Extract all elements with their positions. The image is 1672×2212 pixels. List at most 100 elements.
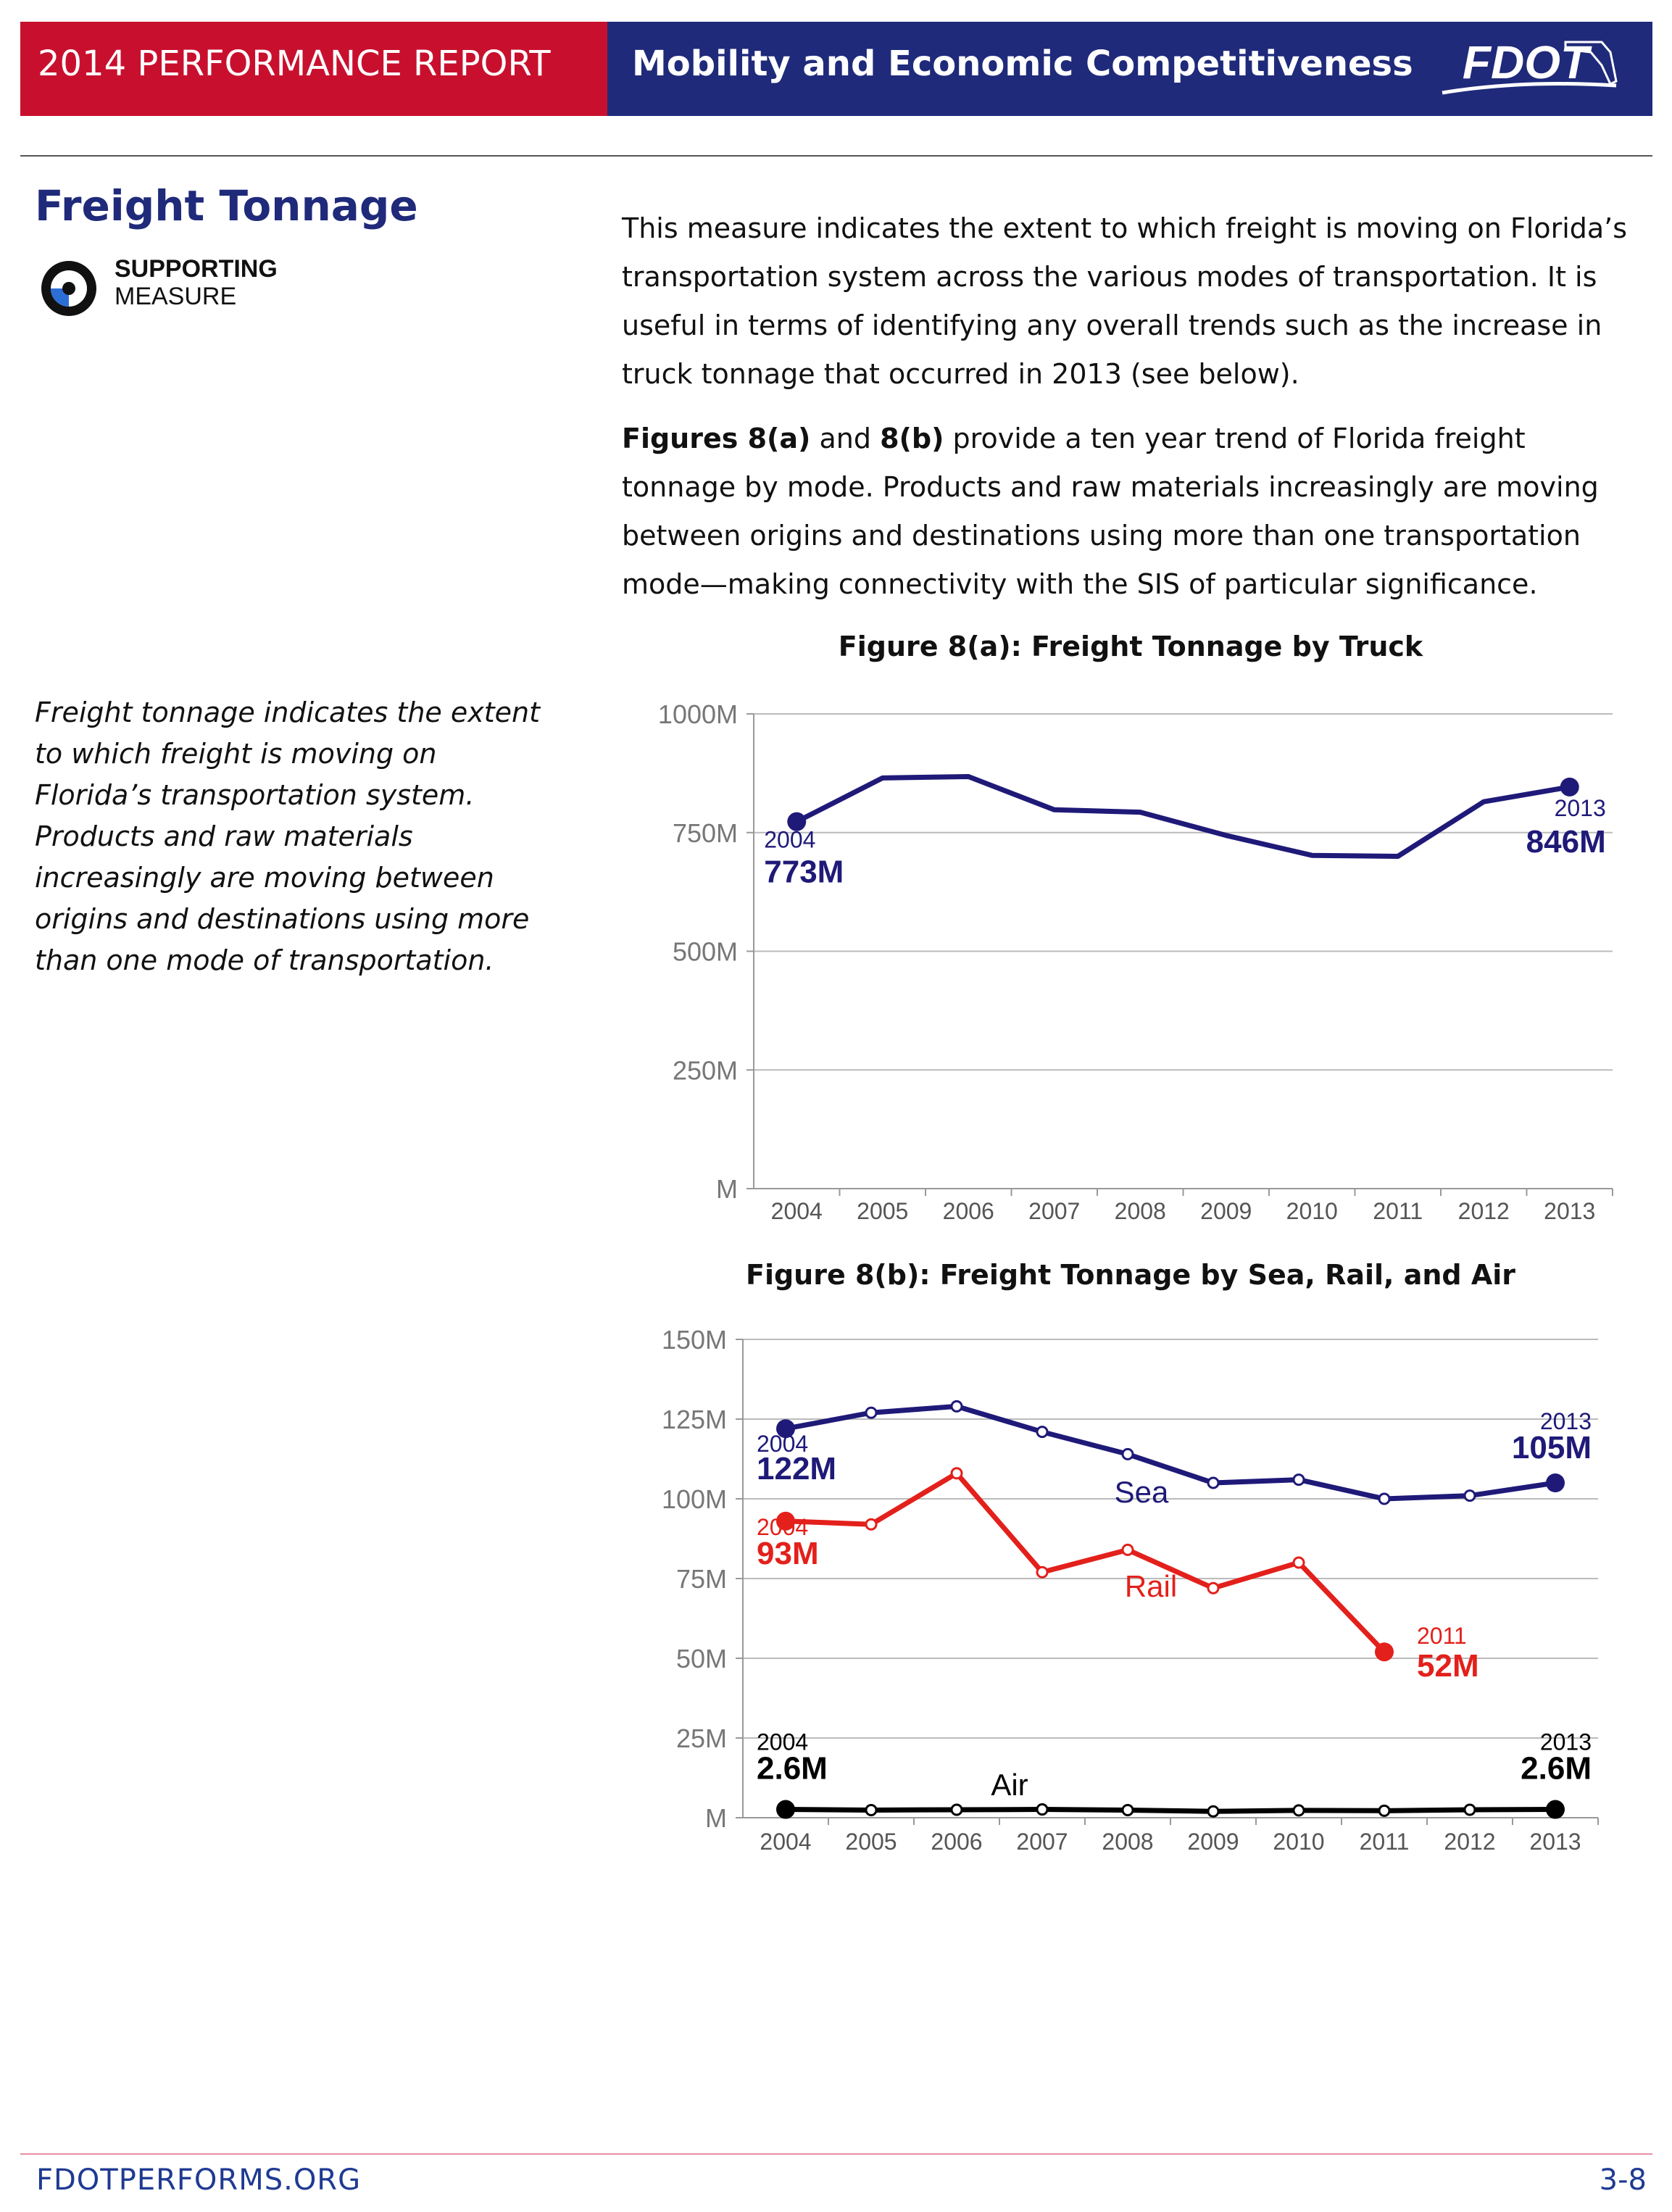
- marker: [1207, 1581, 1220, 1594]
- x-tick-label: 2007: [1016, 1829, 1068, 1855]
- marker: [950, 1400, 963, 1413]
- y-tick-label: 150M: [662, 1325, 727, 1355]
- marker: [1036, 1566, 1049, 1579]
- point-year: 2004: [757, 1431, 808, 1457]
- badge-top: SUPPORTING: [115, 255, 278, 283]
- y-tick-label: 25M: [676, 1724, 727, 1753]
- end-marker: [1546, 1800, 1565, 1819]
- y-tick-label: 50M: [676, 1644, 727, 1673]
- y-tick-label: 750M: [673, 818, 738, 848]
- logo-state: [1564, 41, 1618, 86]
- end-marker: [776, 1419, 795, 1439]
- x-tick-label: 2010: [1286, 1198, 1338, 1224]
- point-year: 2013: [1540, 1729, 1592, 1755]
- x-tick-label: 2005: [845, 1829, 897, 1855]
- x-tick-label: 2005: [857, 1198, 908, 1224]
- marker: [1463, 1803, 1476, 1816]
- y-tick-label: 75M: [676, 1564, 727, 1594]
- header-blue-band: [607, 22, 1652, 116]
- marker: [865, 1518, 878, 1531]
- point-year: 2013: [1555, 795, 1606, 821]
- end-marker: [776, 1800, 795, 1819]
- y-tick-label: 125M: [662, 1405, 727, 1434]
- report-title: 2014 PERFORMANCE REPORT: [38, 43, 551, 84]
- chart-title: Figure 8(a): Freight Tonnage by Truck: [839, 631, 1423, 662]
- text-run: provide a ten year trend of Florida frei…: [622, 423, 1599, 600]
- x-tick-label: 2012: [1444, 1829, 1495, 1855]
- x-tick-label: 2012: [1458, 1198, 1510, 1224]
- y-tick-label: 1000M: [658, 699, 738, 729]
- chart-title: Figure 8(b): Freight Tonnage by Sea, Rai…: [746, 1259, 1515, 1291]
- text-run: and: [810, 423, 881, 454]
- x-tick-label: 2006: [943, 1198, 994, 1224]
- series-label: Rail: [1125, 1569, 1177, 1603]
- paragraph: Figures 8(a) and 8(b) provide a ten year…: [622, 415, 1636, 609]
- measure-title: Freight Tonnage: [35, 181, 418, 230]
- marker: [1121, 1803, 1134, 1816]
- x-tick-label: 2013: [1529, 1829, 1581, 1855]
- paragraph: This measure indicates the extent to whi…: [622, 204, 1636, 399]
- marker: [1463, 1489, 1476, 1502]
- series-line: [785, 1403, 1556, 1502]
- x-tick-label: 2011: [1373, 1198, 1423, 1224]
- text-run: Figures 8(a): [622, 423, 811, 454]
- y-tick-label: 100M: [662, 1484, 727, 1514]
- end-marker: [776, 1511, 795, 1531]
- header-red-band: [20, 22, 607, 116]
- series-label: Air: [991, 1768, 1028, 1802]
- data-label: 105M: [1512, 1430, 1592, 1465]
- y-tick-label: M: [716, 1174, 738, 1204]
- x-tick-label: 2013: [1544, 1198, 1595, 1224]
- marker: [950, 1803, 963, 1816]
- marker: [865, 1406, 878, 1419]
- marker: [1292, 1804, 1305, 1817]
- end-marker: [1560, 777, 1579, 797]
- x-tick-label: 2011: [1360, 1829, 1410, 1855]
- x-tick-label: 2010: [1273, 1829, 1324, 1855]
- marker: [1036, 1803, 1049, 1816]
- section-title: Mobility and Economic Competitiveness: [632, 43, 1413, 84]
- data-label: 52M: [1417, 1648, 1479, 1684]
- point-year: 2013: [1540, 1408, 1592, 1434]
- marker: [1378, 1804, 1391, 1817]
- data-label: 846M: [1526, 824, 1606, 860]
- end-marker: [1375, 1642, 1394, 1662]
- marker: [1292, 1473, 1305, 1487]
- callout: Freight tonnage indicates the extent to …: [35, 697, 541, 976]
- text-run: This measure indicates the extent to whi…: [622, 212, 1628, 390]
- marker: [1378, 1492, 1391, 1505]
- footer-page: 3-8: [1599, 2163, 1647, 2197]
- data-label: 2.6M: [1521, 1751, 1592, 1787]
- x-tick-label: 2009: [1200, 1198, 1252, 1224]
- point-year: 2004: [764, 827, 815, 853]
- marker: [865, 1803, 878, 1816]
- x-tick-label: 2006: [931, 1829, 982, 1855]
- badge-bottom: MEASURE: [115, 283, 236, 310]
- x-tick-label: 2008: [1102, 1829, 1153, 1855]
- logo-swoosh: [1442, 82, 1617, 95]
- y-tick-label: 500M: [673, 937, 738, 967]
- x-tick-label: 2004: [760, 1829, 811, 1855]
- point-year: 2011: [1417, 1623, 1467, 1649]
- y-tick-label: 250M: [673, 1055, 738, 1085]
- logo: FDOT: [1463, 36, 1592, 88]
- badge-icon-center: [62, 282, 75, 295]
- x-tick-label: 2007: [1028, 1198, 1080, 1224]
- series-line: [785, 1471, 1386, 1654]
- y-tick-label: M: [705, 1803, 727, 1833]
- series-line: [785, 1807, 1556, 1814]
- marker: [1121, 1543, 1134, 1556]
- marker: [1207, 1805, 1220, 1818]
- data-label: 93M: [757, 1536, 819, 1571]
- data-label: 122M: [757, 1451, 836, 1487]
- footer-site: FDOTPERFORMS.ORG: [36, 2163, 362, 2197]
- data-label: 2.6M: [757, 1751, 828, 1787]
- point-year: 2004: [757, 1729, 808, 1755]
- body-text: This measure indicates the extent to whi…: [622, 204, 1636, 625]
- marker: [1036, 1426, 1049, 1439]
- series-label: Sea: [1115, 1475, 1169, 1509]
- end-marker: [787, 812, 807, 831]
- series-line: [795, 773, 1571, 859]
